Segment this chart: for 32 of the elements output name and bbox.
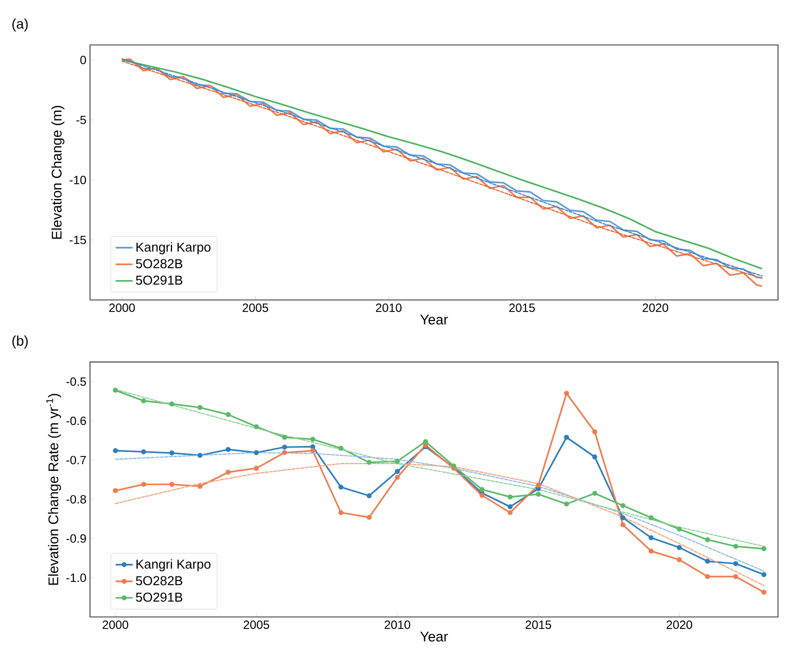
y-axis-title: Elevation Change Rate (m yr$^{-1}$) [46,394,62,585]
y-tick-label: -10 [70,176,86,184]
x-tick-label: 2005 [242,304,268,312]
x-tick-label: 2015 [509,304,535,312]
x-tick-label: 2020 [642,304,668,312]
x-tick-label: 2020 [666,620,692,629]
legend-label: 5O291B [136,592,182,602]
y-tick-label: -1.0 [66,574,86,582]
legend-label: Kangri Karpo [136,559,210,572]
legend-label: Kangri Karpo [136,242,210,254]
x-tick-label: 2000 [109,304,135,312]
y-tick-label: -0.9 [66,534,86,543]
y-tick-label: -0.5 [66,377,86,386]
legend-label: 5O282B [136,576,182,586]
y-tick-label: -0.6 [66,416,86,426]
chart-title: (a) [12,18,28,32]
x-axis-title: Year [420,314,448,325]
chart-title: (b) [12,335,28,348]
y-axis-title: Elevation Change (m) [51,106,64,239]
x-tick-label: 2005 [244,620,270,629]
y-tick-label: -0.7 [66,456,86,464]
y-tick-label: -15 [70,236,86,244]
y-tick-label: -0.8 [66,495,86,504]
x-tick-label: 2010 [376,304,402,312]
x-axis-title: Year [420,632,448,642]
legend-label: 5O291B [136,276,182,285]
x-tick-label: 2010 [384,620,410,629]
legend-label: 5O282B [136,259,182,268]
x-tick-label: 2000 [102,620,128,629]
y-tick-label: -5 [76,116,86,124]
y-tick-label: 0 [80,56,86,64]
x-tick-label: 2015 [526,620,552,629]
